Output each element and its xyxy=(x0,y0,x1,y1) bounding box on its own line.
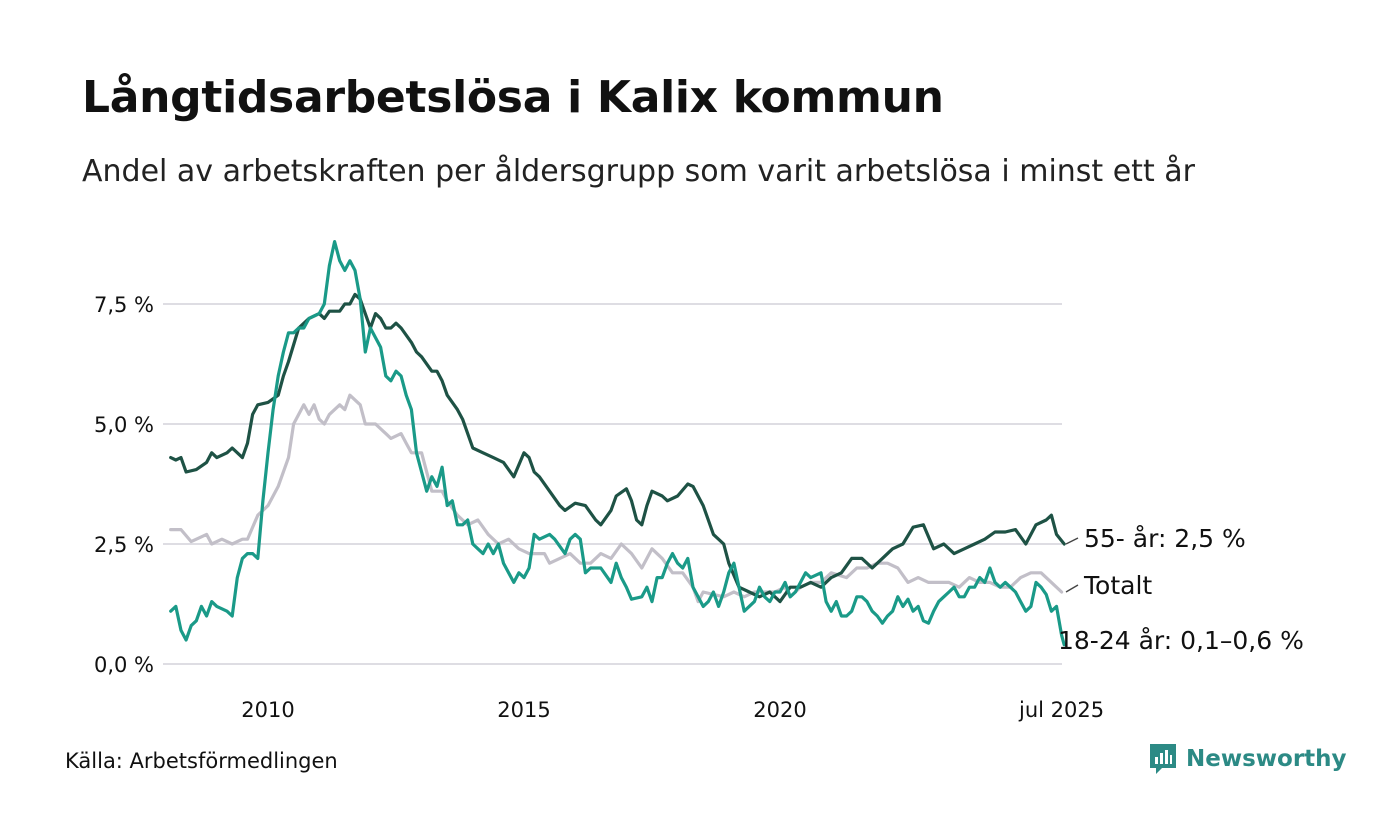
source-note: Källa: Arbetsförmedlingen xyxy=(65,749,338,773)
chart-subtitle: Andel av arbetskraften per åldersgrupp s… xyxy=(82,154,1195,189)
brand-name: Newsworthy xyxy=(1186,746,1347,772)
y-tick-label: 5,0 % xyxy=(94,413,154,437)
brand-logo[interactable]: Newsworthy xyxy=(1148,742,1347,776)
series-end-labels: Totalt 55- år: 2,5 % 18-24 år: 0,1–0,6 % xyxy=(1058,524,1304,655)
series-line-1 xyxy=(169,292,1066,604)
series-line-2 xyxy=(169,240,1066,647)
x-axis: 2010 2015 2020 jul 2025 xyxy=(241,698,1104,722)
x-tick-label: 2015 xyxy=(497,698,550,722)
series-lines xyxy=(169,240,1066,647)
y-tick-label: 0,0 % xyxy=(94,653,154,677)
chart-title: Långtidsarbetslösa i Kalix kommun xyxy=(82,72,944,123)
series-end-label: Totalt xyxy=(1083,571,1152,600)
x-tick-label: jul 2025 xyxy=(1018,698,1104,722)
y-tick-label: 2,5 % xyxy=(94,533,154,557)
y-tick-label: 7,5 % xyxy=(94,293,154,317)
series-end-label: 55- år: 2,5 % xyxy=(1084,524,1246,553)
y-axis: 0,0 % 2,5 % 5,0 % 7,5 % xyxy=(94,293,154,677)
end-label-leader xyxy=(1065,584,1079,593)
series-end-label: 18-24 år: 0,1–0,6 % xyxy=(1058,626,1304,655)
gridlines xyxy=(163,303,1062,665)
x-tick-label: 2020 xyxy=(753,698,806,722)
x-tick-label: 2010 xyxy=(241,698,294,722)
newsworthy-logo-icon xyxy=(1150,744,1176,774)
end-label-leader xyxy=(1065,537,1079,545)
